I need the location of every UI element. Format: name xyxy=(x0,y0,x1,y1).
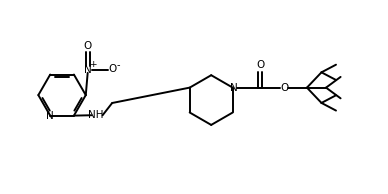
Text: N: N xyxy=(46,111,54,121)
Text: O: O xyxy=(281,83,289,93)
Text: NH: NH xyxy=(88,110,104,120)
Text: +: + xyxy=(89,60,97,69)
Text: O: O xyxy=(83,41,92,51)
Text: -: - xyxy=(116,60,120,70)
Text: O: O xyxy=(108,64,116,74)
Text: O: O xyxy=(256,60,264,70)
Text: N: N xyxy=(84,65,92,75)
Text: N: N xyxy=(230,83,237,93)
